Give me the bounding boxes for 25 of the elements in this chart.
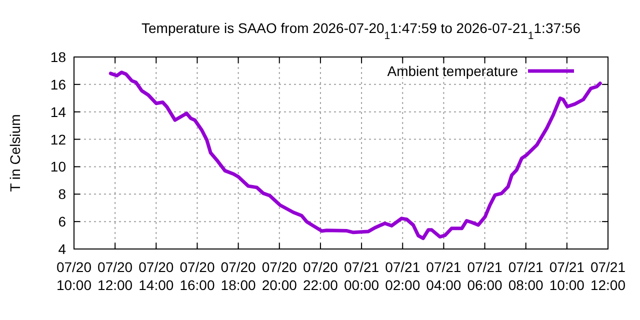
x-tick-label: 07/20 20:00 [262, 259, 298, 293]
x-tick-label: 07/21 12:00 [590, 259, 626, 293]
y-tick-label: 18 [50, 49, 66, 65]
chart-title: Temperature is SAAO from 2026-07-20$_{1}$1:47:59 to 2026-07-21$_{1}$1:37:56 [142, 20, 581, 42]
y-tick-label: 14 [50, 104, 66, 120]
y-tick-label: 8 [58, 186, 66, 202]
y-tick-label: 6 [58, 214, 66, 230]
x-tick-label: 07/21 06:00 [467, 259, 502, 293]
x-tick-label: 07/20 16:00 [180, 259, 215, 293]
x-tick-label: 07/21 08:00 [508, 259, 544, 293]
x-tick-label: 07/20 14:00 [138, 259, 174, 293]
x-tick-label: 07/20 22:00 [302, 259, 338, 293]
x-tick-label: 07/20 18:00 [220, 259, 256, 293]
y-tick-label: 10 [50, 158, 66, 175]
x-tick-label: 07/20 10:00 [56, 259, 92, 293]
x-tick-label: 07/21 04:00 [426, 259, 462, 293]
x-tick-label: 07/20 12:00 [98, 259, 133, 293]
y-tick-label: 4 [58, 241, 66, 257]
x-tick-label: 07/21 00:00 [344, 259, 380, 293]
y-tick-label: 12 [50, 131, 66, 148]
x-tick-label: 07/21 02:00 [385, 259, 420, 293]
y-axis-title: T in Celsium [7, 114, 23, 192]
legend-label: Ambient temperature [387, 63, 518, 79]
y-tick-label: 16 [50, 76, 66, 92]
x-tick-label: 07/21 10:00 [549, 259, 585, 293]
